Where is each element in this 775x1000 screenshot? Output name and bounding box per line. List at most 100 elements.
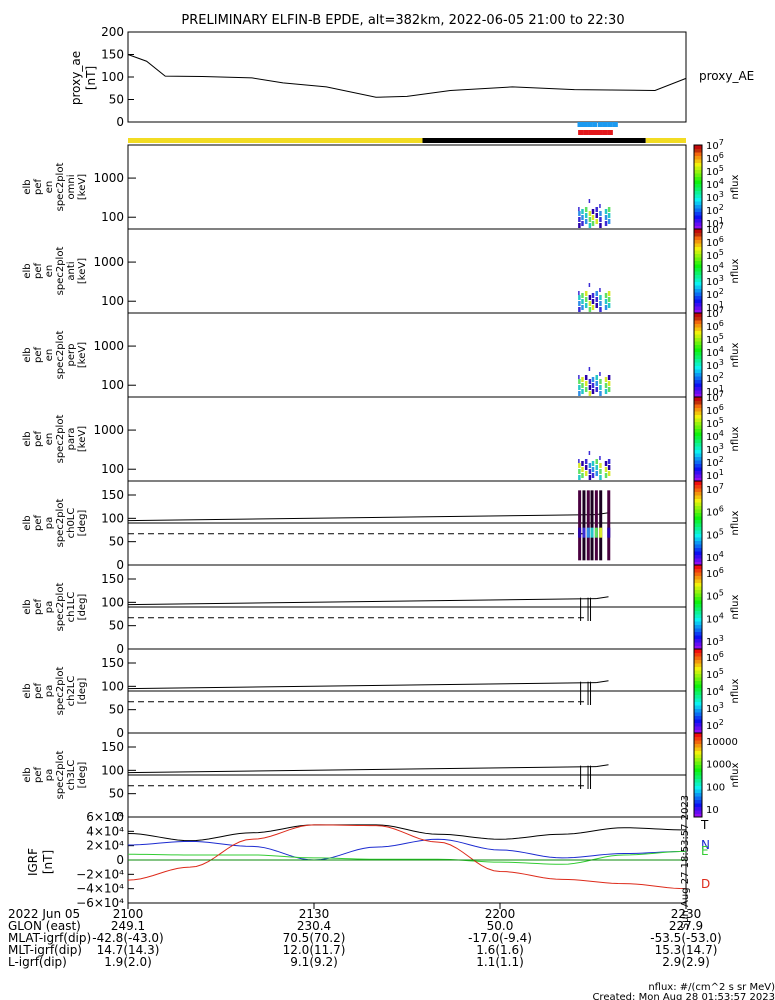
spec-colorbar-cell	[694, 323, 702, 328]
pa-colorbar-cell	[694, 726, 702, 730]
spec-pixel	[578, 379, 581, 384]
spec-colorbar-cell	[694, 264, 702, 268]
pa-colorbar-cell	[694, 715, 702, 720]
spec-frame	[127, 312, 687, 398]
pa-colorbar-cell	[694, 687, 702, 692]
spec-colorbar-cell	[694, 414, 702, 419]
spec-colorbar-tick: 104	[706, 429, 724, 443]
pa-ylabel: ch2LC	[66, 676, 77, 707]
pa-colorbar-cell	[694, 764, 702, 769]
ephem-value: 50.0	[487, 919, 514, 933]
spec-pixel	[595, 381, 598, 386]
pa-colorbar-cell	[694, 719, 702, 723]
spec-pixel	[599, 456, 601, 460]
pa-colorbar-cell	[694, 621, 702, 625]
pa-colorbar-cell	[694, 624, 702, 629]
spec-pixel	[578, 375, 580, 379]
pa-colorbar-cell	[694, 813, 702, 818]
spec-pixel	[588, 217, 592, 222]
side-stamp: Sun Aug 27 18:53:57 2023	[680, 795, 691, 929]
spec-colorbar-tick: 104	[706, 177, 724, 191]
pa-ytick-label: 0	[116, 810, 124, 824]
spec-ytick-label: 100	[101, 378, 124, 392]
spec-pixel	[595, 471, 598, 476]
spec-ylabel: en	[44, 265, 55, 278]
spec-frame	[127, 144, 687, 230]
pa-loss-cone-line	[596, 764, 609, 768]
spec-colorbar-cell	[694, 316, 702, 321]
spec-pixel	[581, 389, 584, 394]
spec-colorbar-cell	[694, 208, 702, 212]
spec-pixel	[584, 459, 588, 464]
pa-colorbar-cell	[694, 491, 702, 496]
pa-colorbar-cell	[694, 663, 702, 667]
pa-colorbar-cell	[694, 484, 702, 489]
spec-pixel	[581, 215, 584, 220]
spec-ylabel: spec2plot	[55, 331, 66, 380]
spec-pixel	[604, 299, 608, 304]
spec-colorbar-cell	[694, 372, 702, 377]
pa-colorbar-cell	[694, 593, 702, 597]
pa-ylabel: spec2plot	[55, 583, 66, 632]
spec-colorbar-label: nflux	[730, 426, 741, 451]
created-note: Created: Mon Aug 28 01:53:57 2023	[592, 992, 775, 1000]
spec-colorbar-cell	[694, 376, 702, 380]
spec-pixel	[595, 213, 598, 218]
pa-ylabel: spec2plot	[55, 667, 66, 716]
pa-colorbar-cell	[694, 586, 702, 590]
pa-loss-cone-line	[127, 766, 597, 774]
pa-pixel	[578, 527, 582, 538]
pa-colorbar-cell	[694, 519, 702, 524]
igrf-ytick-label: 6×10⁴	[86, 810, 124, 824]
spec-pixel	[599, 211, 602, 216]
pa-ytick-label: 100	[101, 679, 124, 693]
spec-colorbar-cell	[694, 435, 702, 440]
pa-colorbar-cell	[694, 561, 702, 566]
spec-pixel	[578, 295, 581, 300]
orbit-segment	[128, 138, 423, 143]
pa-colorbar-cell	[694, 792, 702, 797]
orbit-marker	[588, 130, 594, 135]
spec-colorbar-cell	[694, 225, 702, 230]
spec-colorbar-cell	[694, 327, 702, 331]
pa-ylabel: pa	[44, 601, 55, 613]
pa-colorbar-cell	[694, 806, 702, 811]
spec-colorbar-cell	[694, 292, 702, 296]
spec-colorbar-cell	[694, 456, 702, 461]
spec-pixel	[584, 219, 588, 224]
spec-colorbar-tick: 101	[706, 216, 724, 230]
ephem-value: 1.9(2.0)	[104, 955, 152, 969]
pa-colorbar-cell	[694, 722, 702, 727]
spec-colorbar-cell	[694, 148, 702, 153]
ephem-row-label: MLAT-igrf(dip)	[8, 931, 91, 945]
orbit-marker	[602, 122, 608, 127]
spec-colorbar-cell	[694, 432, 702, 436]
spec-colorbar-cell	[694, 383, 702, 387]
igrf-ytick-label: 0	[116, 853, 124, 867]
spec-pixel	[588, 451, 591, 455]
pa-ylabel: spec2plot	[55, 499, 66, 548]
pa-pixel	[599, 527, 603, 538]
spec-pixel	[607, 219, 611, 224]
spec-colorbar-cell	[694, 393, 702, 398]
ephem-time-label: 2230	[671, 907, 702, 921]
spec-pixel	[607, 387, 611, 392]
spec-ylabel: pef	[33, 347, 44, 364]
pa-ytick-label: 150	[101, 740, 124, 754]
spec-colorbar-cell	[694, 313, 702, 317]
pa-colorbar-tick: 103	[706, 634, 724, 648]
spec-pixel	[591, 209, 595, 214]
spec-pixel	[599, 204, 601, 208]
orbit-marker	[587, 122, 593, 127]
spec-pixel	[591, 461, 595, 466]
pa-colorbar-cell	[694, 736, 702, 741]
pa-ytick-label: 0	[116, 726, 124, 740]
spec-ylabel: omni	[66, 175, 77, 200]
pa-colorbar-cell	[694, 733, 702, 737]
igrf-line-N	[127, 838, 687, 861]
ephem-value: 1.1(1.1)	[476, 955, 524, 969]
pa-colorbar-cell	[694, 747, 702, 751]
pa-colorbar-cell	[694, 761, 702, 765]
spec-ylabel: spec2plot	[55, 163, 66, 212]
